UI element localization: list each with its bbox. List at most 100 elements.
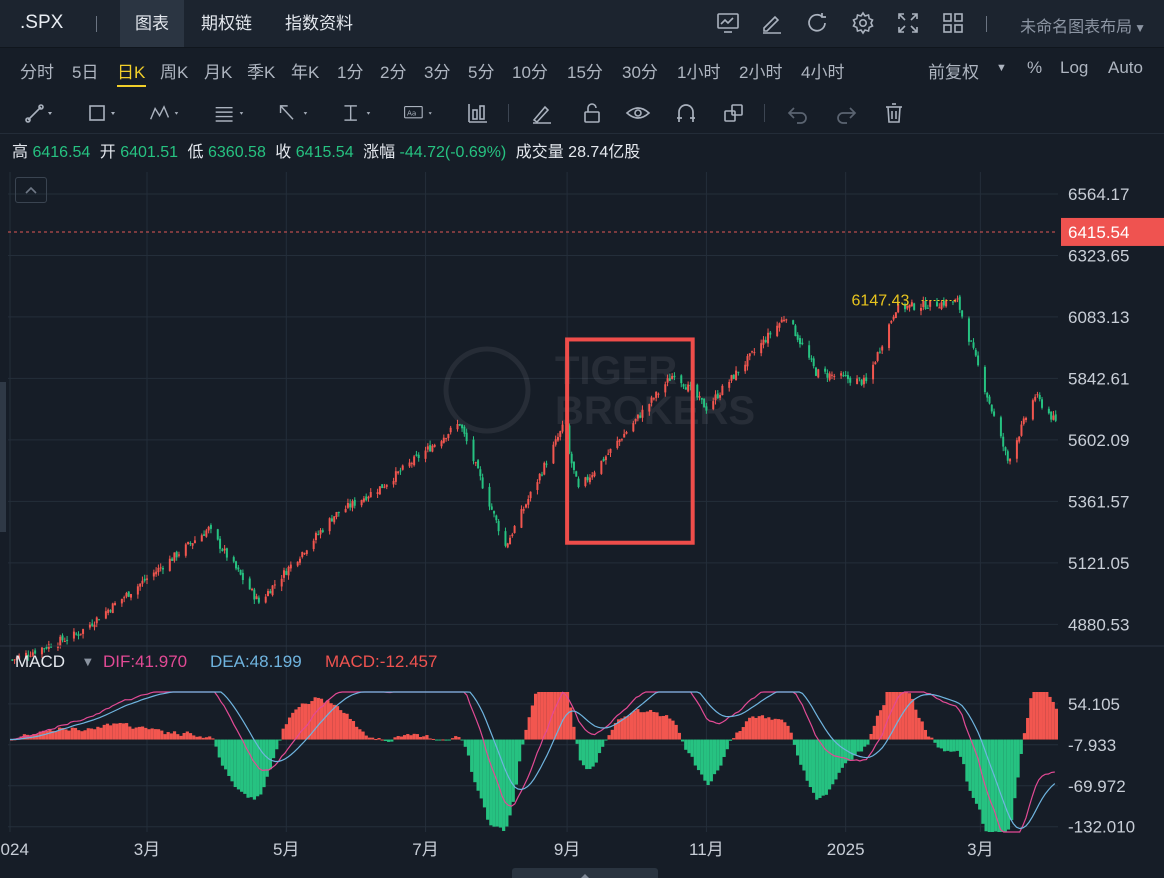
candle-body	[618, 439, 621, 442]
period-2hour[interactable]: 2小时	[739, 63, 783, 82]
macd-bar	[920, 721, 924, 740]
candle-body	[314, 533, 317, 541]
brush-icon[interactable]	[526, 98, 558, 128]
period-4hour[interactable]: 4小时	[801, 63, 845, 82]
tab-index-info[interactable]: 指数资料	[285, 14, 353, 33]
period-15min[interactable]: 15分	[567, 63, 603, 82]
refresh-icon[interactable]	[805, 10, 831, 36]
macd-bar	[652, 712, 656, 740]
candle-body	[522, 509, 525, 511]
fullscreen-icon[interactable]	[895, 10, 921, 36]
trash-icon[interactable]	[878, 98, 910, 128]
candle-body	[362, 498, 365, 502]
rectangle-icon[interactable]	[85, 98, 117, 128]
collapse-button[interactable]	[15, 177, 47, 203]
log-toggle[interactable]: Log	[1060, 58, 1089, 77]
macd-bar	[923, 729, 927, 740]
macd-bar	[808, 739, 812, 788]
candle-body	[1054, 414, 1057, 421]
macd-bar	[585, 739, 589, 770]
period-3min[interactable]: 3分	[424, 63, 451, 82]
percent-toggle[interactable]: %	[1027, 58, 1043, 77]
macd-bar	[645, 711, 650, 740]
price-chart[interactable]: TIGER BROKERS 6147.43 6564.17 6323.65 6083…	[0, 170, 1164, 878]
candle-body	[858, 377, 861, 379]
macd-bar	[390, 739, 394, 742]
watermark-line1: TIGER	[555, 349, 677, 393]
macd-bar	[137, 726, 141, 740]
candle-body	[920, 307, 923, 311]
candle-body	[125, 593, 128, 597]
caret-down-icon[interactable]: ▼	[996, 62, 1007, 74]
period-yearly[interactable]: 年K	[291, 63, 320, 82]
candle-body	[337, 511, 340, 514]
pattern-icon[interactable]	[148, 98, 180, 128]
candle-body	[1036, 394, 1039, 396]
candle-body	[767, 332, 770, 344]
candle-body	[801, 342, 804, 345]
period-5min[interactable]: 5分	[468, 63, 495, 82]
candle-body	[680, 375, 683, 384]
macd-bar	[917, 717, 921, 740]
period-weekly[interactable]: 周K	[160, 63, 189, 82]
macd-bar	[195, 736, 199, 740]
symbol-label[interactable]: .SPX	[20, 12, 64, 33]
period-10min[interactable]: 10分	[512, 63, 548, 82]
macd-bar	[93, 729, 97, 740]
macd-bar	[933, 739, 937, 743]
macd-bar	[626, 715, 630, 740]
period-1min[interactable]: 1分	[337, 63, 364, 82]
lock-icon[interactable]	[576, 98, 608, 128]
clone-icon[interactable]	[718, 98, 750, 128]
macd-bar	[227, 739, 231, 776]
period-monthly[interactable]: 月K	[204, 63, 233, 82]
candle-body	[267, 591, 270, 596]
chart-add-icon[interactable]	[715, 10, 741, 36]
period-intraday[interactable]: 分时	[20, 63, 54, 82]
adjust-selector[interactable]: 前复权	[928, 58, 979, 83]
magnet-icon[interactable]	[670, 98, 702, 128]
bottom-panel-handle[interactable]	[512, 868, 658, 878]
period-1hour[interactable]: 1小时	[677, 63, 721, 82]
candle-body	[445, 438, 448, 440]
candle-body	[826, 373, 829, 378]
fib-icon[interactable]	[213, 98, 245, 128]
macd-bar	[524, 729, 528, 740]
tab-option-chain[interactable]: 期权链	[201, 14, 252, 33]
auto-toggle[interactable]: Auto	[1108, 58, 1143, 77]
macd-bar	[169, 733, 173, 740]
layout-grid-icon[interactable]	[940, 10, 966, 36]
position-icon[interactable]	[462, 98, 494, 128]
side-panel-handle[interactable]	[0, 382, 6, 532]
period-30min[interactable]: 30分	[622, 63, 658, 82]
tab-chart[interactable]: 图表	[120, 0, 184, 47]
candle-body	[216, 529, 219, 540]
macd-bar	[601, 739, 605, 747]
undo-icon[interactable]	[782, 98, 814, 128]
macd-bar	[591, 739, 595, 767]
candle-body	[353, 499, 356, 506]
macd-bar	[556, 692, 560, 740]
candle-body	[351, 501, 354, 508]
period-5day[interactable]: 5日	[72, 63, 99, 82]
redo-icon[interactable]	[830, 98, 862, 128]
macd-bar	[709, 739, 713, 782]
eye-icon[interactable]	[622, 98, 654, 128]
candle-body	[82, 629, 85, 634]
period-2min[interactable]: 2分	[380, 63, 407, 82]
macd-bar	[319, 698, 324, 740]
period-daily[interactable]: 日K	[117, 63, 146, 82]
candle-body	[520, 509, 523, 528]
trend-line-icon[interactable]	[22, 98, 54, 128]
macd-bar	[872, 725, 876, 740]
macd-bar	[89, 728, 94, 740]
macd-bar	[952, 739, 956, 752]
macd-bar	[348, 718, 352, 740]
text-icon[interactable]: Aa	[403, 98, 435, 128]
layout-selector[interactable]: 未命名图表布局 ▼	[1020, 13, 1146, 37]
draw-edit-icon[interactable]	[759, 10, 785, 36]
settings-gear-icon[interactable]	[850, 10, 876, 36]
arrow-icon[interactable]	[277, 98, 309, 128]
period-quarterly[interactable]: 季K	[247, 63, 276, 82]
measure-icon[interactable]	[340, 98, 372, 128]
